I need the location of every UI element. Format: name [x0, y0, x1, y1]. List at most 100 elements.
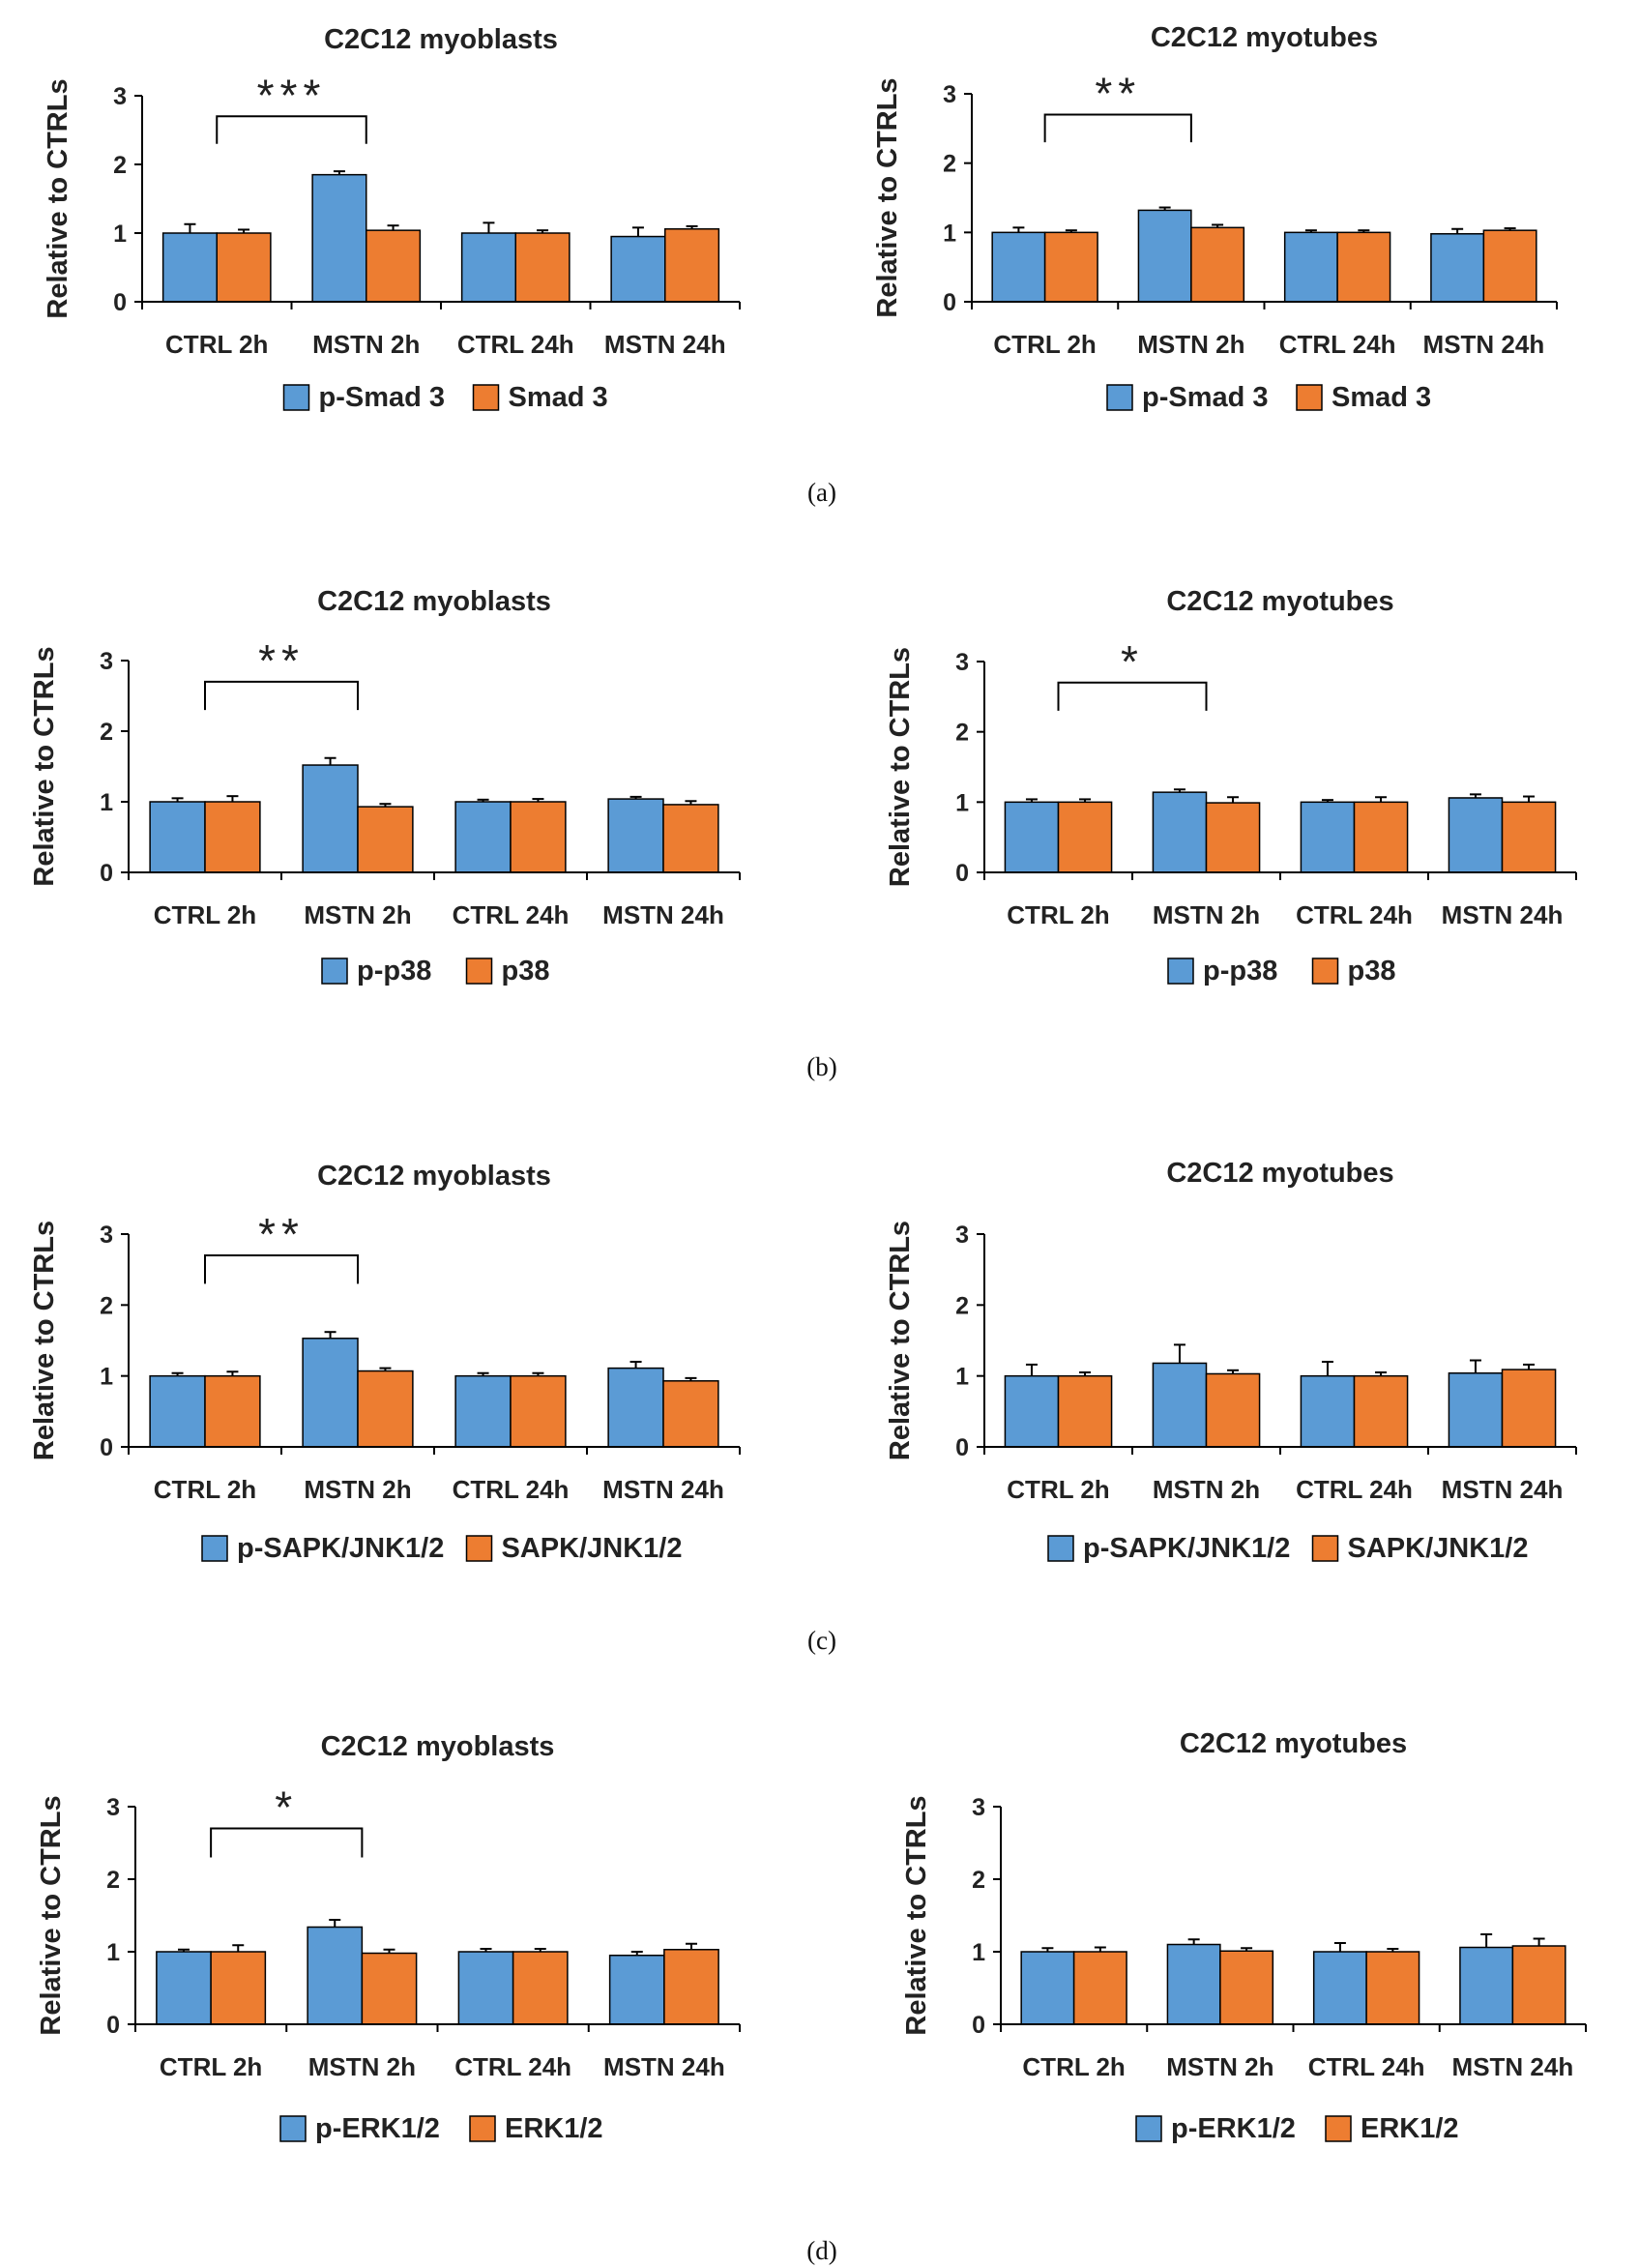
chart-0: C2C12 myoblasts Relative to CTRLs 0 1 2 3 CTRL… [43, 24, 741, 359]
legend: p-Smad 3 Smad 3 [282, 382, 608, 413]
bar-total-2 [1336, 231, 1391, 303]
x-category-label: CTRL 24h [457, 330, 574, 359]
bar-total-0 [1043, 231, 1098, 303]
legend-swatch-phospho [1167, 957, 1194, 985]
significance-bracket [204, 1254, 359, 1284]
bar-total-2 [512, 1951, 569, 2025]
significance-stars: ** [1095, 69, 1141, 119]
bar-total-2 [1353, 801, 1409, 873]
legend-label-phospho: p-Smad 3 [319, 382, 446, 413]
bar-phospho-3 [610, 235, 666, 303]
bar-total-1 [357, 1370, 414, 1448]
legend-swatch-phospho [279, 2115, 307, 2142]
y-tick-label: 3 [106, 1794, 120, 1821]
chart-5: C2C12 myotubes Relative to CTRLs 0 1 2 3 CTRL … [885, 1158, 1577, 1504]
significance-stars: * [1121, 636, 1144, 687]
bar-phospho-1 [302, 1338, 359, 1448]
x-category-label: CTRL 24h [1279, 330, 1396, 359]
legend-swatch-phospho [1047, 1535, 1074, 1562]
y-tick-label: 0 [972, 2012, 985, 2039]
chart-6: C2C12 myoblasts Relative to CTRLs 0 1 2 3 CTRL… [36, 1731, 741, 2081]
bar-phospho-0 [991, 231, 1046, 303]
bar-total-3 [1501, 1369, 1557, 1448]
y-tick-label: 3 [100, 1222, 113, 1249]
x-category-label: MSTN 24h [602, 900, 724, 929]
x-category-label: MSTN 2h [304, 900, 411, 929]
y-tick-label: 3 [955, 1222, 969, 1249]
legend-swatch-phospho [1106, 384, 1133, 411]
bar-phospho-3 [607, 798, 664, 873]
legend-swatch-total [465, 1535, 493, 1562]
chart-title: C2C12 myotubes [1166, 1158, 1393, 1189]
bar-phospho-0 [1004, 801, 1060, 873]
significance-bracket [1057, 681, 1208, 711]
bar-total-2 [1353, 1374, 1409, 1448]
panel-label: (a) [807, 478, 836, 507]
legend-label-total: p38 [1348, 956, 1396, 987]
bar-total-1 [1190, 226, 1245, 303]
legend: p-p38 p38 [1167, 956, 1396, 987]
x-category-label: CTRL 2h [993, 330, 1096, 359]
bar-phospho-0 [161, 232, 219, 303]
y-tick-label: 2 [100, 1292, 113, 1319]
legend-label-total: SAPK/JNK1/2 [502, 1533, 683, 1564]
chart-title: C2C12 myotubes [1151, 22, 1378, 53]
y-tick-label: 1 [113, 221, 127, 248]
chart-title: C2C12 myoblasts [317, 1161, 551, 1192]
x-category-label: MSTN 2h [304, 1475, 411, 1504]
bar-total-3 [1501, 801, 1557, 873]
y-tick-label: 1 [100, 1364, 113, 1391]
y-tick-label: 3 [100, 648, 113, 675]
y-tick-label: 2 [113, 152, 127, 179]
x-category-label: MSTN 2h [1166, 2052, 1273, 2081]
significance-stars: ** [258, 1209, 305, 1259]
legend-label-phospho: p-Smad 3 [1142, 382, 1269, 413]
bar-phospho-0 [149, 1374, 206, 1448]
bar-total-3 [662, 1380, 719, 1448]
bar-phospho-3 [1430, 233, 1485, 303]
y-tick-label: 2 [106, 1867, 120, 1894]
x-category-label: CTRL 24h [1296, 1475, 1413, 1504]
legend: p-p38 p38 [321, 956, 549, 987]
bar-total-1 [361, 1952, 418, 2025]
chart-title: C2C12 myotubes [1166, 586, 1393, 617]
y-tick-label: 1 [943, 220, 956, 247]
chart-4: C2C12 myoblasts Relative to CTRLs 0 1 2 3 CTRL… [29, 1161, 741, 1504]
bar-phospho-0 [149, 801, 206, 873]
bar-phospho-2 [460, 232, 517, 303]
bar-total-0 [1057, 1374, 1113, 1448]
legend-label-total: SAPK/JNK1/2 [1348, 1533, 1529, 1564]
bar-phospho-2 [454, 1374, 512, 1448]
x-category-label: CTRL 2h [1007, 1475, 1109, 1504]
bar-phospho-1 [311, 173, 367, 303]
legend-label-total: Smad 3 [1332, 382, 1431, 413]
bar-total-0 [210, 1951, 267, 2025]
y-tick-label: 3 [113, 83, 127, 110]
legend-label-total: Smad 3 [509, 382, 608, 413]
bar-total-0 [1072, 1951, 1127, 2025]
bar-total-1 [1205, 1372, 1261, 1448]
x-category-label: MSTN 24h [1423, 330, 1545, 359]
significance-stars: *** [257, 70, 327, 120]
legend-swatch-total [465, 957, 493, 985]
bar-phospho-3 [1448, 1371, 1504, 1448]
y-tick-label: 2 [955, 720, 969, 747]
y-tick-label: 2 [972, 1867, 985, 1894]
y-tick-label: 1 [955, 789, 969, 816]
bar-total-3 [1511, 1945, 1566, 2025]
bar-total-0 [204, 801, 261, 873]
bar-total-0 [204, 1374, 261, 1448]
bar-phospho-2 [1300, 1374, 1356, 1448]
legend-swatch-total [1311, 1535, 1339, 1562]
panel-label: (c) [807, 1626, 836, 1655]
bar-phospho-1 [1166, 1943, 1221, 2025]
legend-swatch-total [472, 384, 500, 411]
x-category-label: CTRL 2h [165, 330, 268, 359]
bar-phospho-0 [1020, 1951, 1075, 2025]
legend-swatch-phospho [1135, 2115, 1162, 2142]
legend-swatch-phospho [321, 957, 348, 985]
bar-phospho-1 [1152, 1362, 1208, 1448]
bar-phospho-2 [1300, 801, 1356, 873]
chart-7: C2C12 myotubes Relative to CTRLs 0 1 2 3 CTRL … [901, 1728, 1587, 2081]
